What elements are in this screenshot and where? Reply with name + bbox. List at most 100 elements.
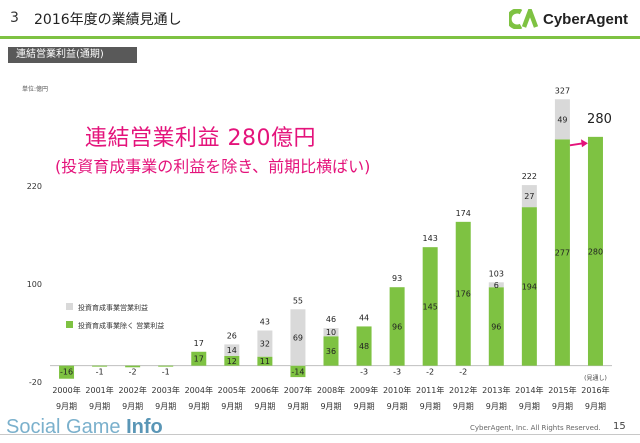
gray-value-label: 49 (557, 115, 567, 124)
green-bar (488, 287, 504, 366)
green-value-label: 96 (392, 322, 402, 331)
gray-bar (224, 344, 240, 356)
x-category-label: 2008年 (317, 385, 345, 395)
slide-title: 2016年度の業績見通し (34, 12, 182, 28)
x-category-label: 2005年 (218, 385, 246, 395)
green-value-label: 176 (456, 290, 471, 299)
x-period-label: 9月期 (585, 402, 606, 411)
legend-label-green: 投資育成事業除く 営業利益 (78, 321, 164, 330)
green-value-label: 277 (555, 248, 570, 257)
x-category-label: 2015年 (548, 385, 576, 395)
green-value-label: 194 (522, 282, 537, 291)
copyright: CyberAgent, Inc. All Rights Reserved. (470, 424, 601, 432)
gray-value-label: -3 (393, 368, 401, 377)
green-bar (158, 365, 174, 367)
gray-bar (290, 309, 306, 366)
page-number: 15 (613, 421, 626, 432)
gray-bar (521, 185, 537, 208)
x-period-label: 9月期 (89, 402, 110, 411)
x-category-label: 2006年 (251, 385, 279, 395)
gray-value-label: 32 (260, 340, 270, 349)
x-category-label: 2000年 (52, 385, 80, 395)
footer-brand-bold: Info (126, 416, 163, 438)
legend-swatch-gray (66, 303, 73, 310)
x-category-label: 2002年 (118, 385, 146, 395)
x-period-label: 9月期 (287, 402, 308, 411)
green-bar (59, 365, 75, 379)
green-bar (257, 356, 273, 366)
gray-value-label: -2 (459, 368, 467, 377)
green-bar (356, 326, 372, 366)
footer-brand-light: Social Game (6, 416, 127, 438)
subline-annotation: (投資育成事業の利益を除き、前期比横ばい) (55, 157, 371, 176)
growth-arrow-shaft (569, 142, 584, 147)
gray-value-label: -3 (360, 368, 368, 377)
green-bar (587, 136, 603, 366)
footer-brand: Social Game Info (6, 416, 163, 439)
x-period-label: 9月期 (387, 402, 408, 411)
x-period-label: 9月期 (56, 402, 77, 411)
gray-value-label: 69 (293, 333, 303, 342)
cyberagent-logo: CyberAgent (506, 4, 628, 30)
x-category-label: 2013年 (482, 385, 510, 395)
green-bar (92, 365, 108, 367)
forecast-value-label: 280 (587, 112, 612, 127)
x-period-label: 9月期 (354, 402, 375, 411)
unit-label: 単位:億円 (22, 85, 48, 93)
green-value-label: -16 (60, 368, 73, 377)
green-value-label: -1 (96, 368, 104, 377)
x-category-label: 2004年 (185, 385, 213, 395)
slide-header: 3 2016年度の業績見通し CyberAgent (0, 0, 640, 36)
x-period-label: 9月期 (519, 402, 540, 411)
x-period-label: 9月期 (254, 402, 275, 411)
forecast-note: (見通し) (584, 374, 607, 382)
gray-value-label: 27 (524, 192, 534, 201)
footer-divider (0, 434, 640, 435)
legend-swatch-green (66, 321, 73, 328)
x-category-label: 2007年 (284, 385, 312, 395)
green-value-label: -1 (162, 368, 170, 377)
total-label: 93 (392, 274, 402, 283)
green-value-label: -2 (129, 368, 137, 377)
section-label: 連結営業利益(通期) (8, 47, 137, 63)
x-category-label: 2009年 (350, 385, 378, 395)
y-tick-label: -20 (29, 378, 42, 387)
green-value-label: 11 (260, 357, 270, 366)
total-label: 103 (489, 269, 504, 278)
total-label: 174 (456, 209, 471, 218)
headline-annotation: 連結営業利益 280億円 (85, 126, 316, 151)
green-bar (191, 351, 207, 366)
x-period-label: 9月期 (122, 402, 143, 411)
x-period-label: 9月期 (486, 402, 507, 411)
green-bar (455, 221, 471, 366)
logo-text: CyberAgent (542, 10, 628, 28)
x-period-label: 9月期 (188, 402, 209, 411)
gray-value-label: 14 (227, 346, 237, 355)
header-divider (0, 36, 640, 39)
gray-bar (488, 282, 504, 288)
x-category-label: 2011年 (416, 385, 444, 395)
green-value-label: -14 (291, 368, 304, 377)
green-bar (389, 287, 405, 366)
green-bar (290, 365, 306, 378)
green-value-label: 17 (194, 355, 204, 364)
total-label: 46 (326, 315, 336, 324)
total-label: 55 (293, 296, 303, 305)
y-tick-label: 220 (27, 182, 42, 191)
operating-profit-chart: 単位:億円 220 100 -20 -16 -1 -2 -1 17 12 11 -14 36 48 96 14… (22, 85, 612, 411)
green-bar (521, 207, 537, 366)
gray-bar (257, 330, 273, 357)
gray-value-label: 6 (494, 281, 499, 290)
gray-bar (323, 328, 339, 337)
cyberagent-logo-icon (506, 4, 539, 30)
x-category-label: 2014年 (515, 385, 543, 395)
green-bar (422, 247, 438, 366)
green-value-label: 145 (423, 302, 438, 311)
x-category-label: 2012年 (449, 385, 477, 395)
total-label: 43 (260, 318, 270, 327)
gray-value-label: -2 (426, 368, 434, 377)
green-value-label: 96 (491, 322, 501, 331)
y-tick-label: 100 (27, 280, 42, 289)
slide-footer: Social Game Info CyberAgent, Inc. All Ri… (0, 412, 640, 443)
green-bar (224, 355, 240, 366)
